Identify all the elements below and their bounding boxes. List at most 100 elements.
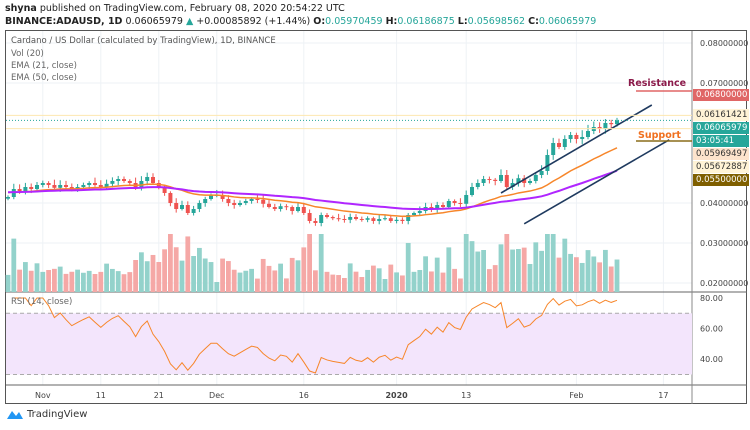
candle-body	[348, 217, 353, 220]
volume-bar	[429, 271, 434, 292]
candle-body	[574, 135, 579, 139]
volume-bar	[539, 250, 544, 292]
candle-body	[516, 178, 521, 183]
volume-bar	[353, 271, 359, 292]
candle-body	[319, 215, 324, 223]
volume-bar	[127, 272, 133, 292]
volume-bar	[11, 238, 17, 292]
candle-body	[23, 187, 28, 191]
candle-body	[180, 205, 184, 209]
candle-body	[267, 203, 271, 207]
candle-body	[6, 197, 10, 199]
volume-bar	[487, 269, 492, 292]
time-tick-label: 21	[154, 391, 164, 400]
price-tag: 0.05672887	[693, 161, 749, 174]
volume-bar	[556, 257, 562, 292]
price-tick-label: 0.03000000	[700, 239, 748, 248]
volume-bar	[394, 272, 399, 292]
candle-body	[243, 201, 248, 203]
volume-bar	[475, 251, 481, 292]
volume-bar	[86, 270, 92, 292]
candle-body	[383, 218, 387, 220]
candle-body	[307, 213, 312, 221]
volume-bar	[237, 272, 243, 292]
price-tick-label: 0.04000000	[700, 199, 748, 208]
volume-bar	[318, 234, 324, 292]
volume-bar	[202, 258, 208, 292]
candle-body	[412, 213, 416, 215]
candle-body	[52, 185, 57, 188]
candle-body	[388, 218, 393, 221]
symbol-ohlc-line: BINANCE:ADAUSD, 1D 0.06065979 ▲ +0.00085…	[5, 16, 597, 27]
candle-body	[255, 199, 260, 200]
candle-body	[249, 199, 254, 201]
candle-body	[151, 177, 155, 183]
ema21-line	[7, 147, 618, 218]
volume-bar	[550, 234, 556, 292]
candle-body	[325, 215, 329, 217]
candle-body	[568, 135, 573, 139]
volume-bar	[52, 268, 57, 292]
volume-bar	[17, 269, 22, 292]
volume-bar	[162, 249, 167, 292]
candle-body	[116, 179, 121, 181]
volume-bar	[330, 274, 336, 292]
volume-bar	[376, 268, 382, 292]
time-tick-label: Dec	[209, 391, 224, 400]
channel-lower-line	[523, 139, 670, 225]
candle-body	[313, 221, 318, 223]
candle-body	[296, 207, 300, 211]
volume-bar	[133, 260, 138, 292]
volume-bar	[388, 264, 394, 292]
candle-body	[87, 183, 92, 185]
volume-bar	[597, 262, 602, 292]
rsi-tick-label: 40.00	[700, 355, 723, 364]
volume-bar	[260, 258, 266, 292]
legend-vol: Vol (20)	[11, 49, 44, 59]
volume-bar	[510, 249, 515, 292]
volume-bar	[208, 262, 214, 292]
candle-body	[528, 181, 532, 183]
price-tag: 0.06065979	[693, 122, 749, 135]
volume-bar	[434, 257, 440, 292]
tradingview-logo[interactable]: TradingView	[6, 408, 87, 420]
candle-body	[365, 218, 370, 220]
volume-bar	[98, 271, 104, 292]
chart-frame[interactable]	[5, 30, 747, 404]
time-tick-label: Nov	[35, 391, 51, 400]
candle-body	[400, 219, 405, 221]
candle-body	[40, 183, 45, 185]
rsi-tick-label: 60.00	[700, 325, 723, 334]
volume-bar	[469, 241, 475, 292]
volume-bar	[243, 270, 249, 292]
candle-body	[17, 189, 22, 191]
volume-bar	[214, 282, 220, 292]
volume-bar	[191, 256, 196, 292]
volume-bar	[301, 247, 307, 292]
volume-bar	[336, 275, 341, 292]
volume-bar	[75, 269, 80, 292]
volume-bar	[139, 252, 144, 292]
price-tick-label: 0.02000000	[700, 279, 748, 288]
volume-bar	[313, 270, 318, 292]
volume-bar	[504, 234, 510, 292]
volume-bar	[562, 238, 568, 292]
candle-body	[104, 183, 109, 187]
volume-bar	[295, 260, 301, 292]
volume-bar	[69, 271, 75, 292]
volume-bar	[168, 234, 173, 292]
candle-body	[191, 209, 196, 213]
candle-body	[145, 177, 150, 181]
publish-info: shyna published on TradingView.com, Febr…	[5, 3, 345, 14]
volume-bar	[173, 247, 179, 292]
volume-bar	[249, 268, 254, 292]
time-tick-label: 17	[658, 391, 668, 400]
volume-bar	[400, 275, 405, 292]
ema50-line	[7, 169, 618, 211]
volume-bar	[34, 263, 40, 292]
volume-bar	[585, 250, 591, 292]
candle-body	[545, 155, 550, 171]
candle-body	[359, 219, 364, 220]
candle-body	[336, 218, 341, 220]
